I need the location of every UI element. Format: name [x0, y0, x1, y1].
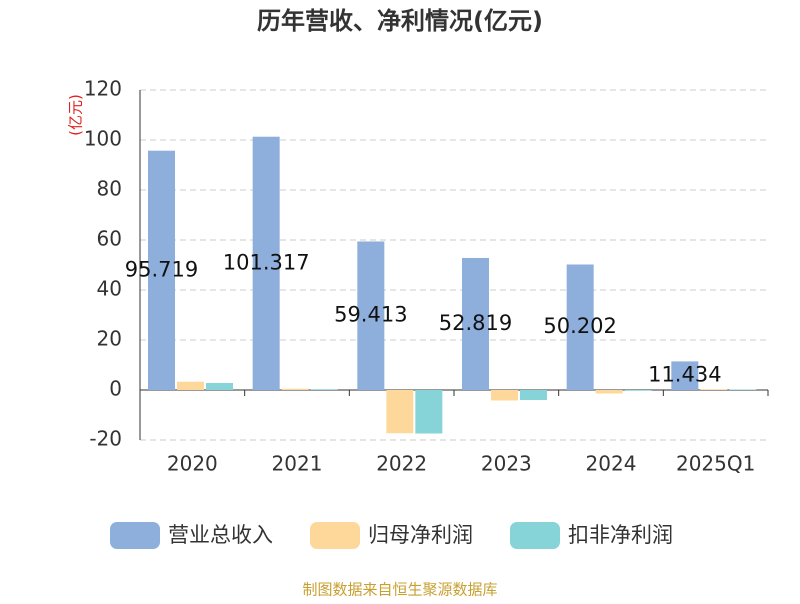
y-tick-label: 20: [97, 327, 122, 351]
bar: [729, 389, 757, 390]
bar: [520, 390, 547, 400]
value-label: 11.434: [648, 363, 721, 387]
source-note: 制图数据来自恒生聚源数据库: [302, 581, 497, 599]
y-axis-label: (亿元): [67, 94, 85, 136]
legend-label: 归母净利润: [368, 523, 473, 547]
x-tick-label: 2022: [376, 452, 427, 476]
legend-label: 营业总收入: [168, 523, 273, 547]
bar: [252, 136, 280, 390]
y-tick-label: -20: [89, 427, 122, 451]
y-tick-label: 120: [84, 77, 122, 101]
value-label: 59.413: [334, 303, 407, 327]
bar: [148, 150, 175, 390]
y-tick-label: 80: [97, 177, 122, 201]
x-tick-label: 2024: [586, 452, 637, 476]
legend-swatch: [110, 522, 160, 549]
legend-swatch: [310, 522, 360, 549]
y-tick-label: 60: [97, 227, 122, 251]
value-label: 50.202: [543, 314, 616, 338]
x-tick-label: 2025Q1: [676, 452, 755, 476]
x-tick-label: 2020: [167, 452, 218, 476]
y-tick-label: 100: [84, 127, 122, 151]
value-label: 52.819: [439, 311, 512, 335]
bar: [700, 389, 728, 390]
bar: [462, 257, 489, 390]
bar: [671, 361, 699, 390]
value-label: 95.719: [125, 257, 198, 281]
bar: [177, 381, 204, 390]
bar: [357, 241, 385, 390]
bar: [566, 264, 594, 390]
legend-label: 扣非净利润: [568, 523, 673, 547]
legend-swatch: [510, 522, 560, 549]
bar: [624, 390, 652, 391]
y-tick-label: 40: [97, 277, 122, 301]
value-label: 101.317: [223, 250, 310, 274]
x-tick-label: 2021: [272, 452, 323, 476]
chart-title: 历年营收、净利情况(亿元): [257, 7, 543, 35]
bar: [206, 383, 233, 390]
bar: [281, 388, 309, 390]
bar: [386, 390, 414, 434]
bar: [595, 390, 623, 394]
y-tick-label: 0: [109, 377, 122, 401]
bar: [491, 390, 518, 401]
bar: [415, 390, 443, 434]
bar: [310, 389, 338, 390]
x-tick-label: 2023: [481, 452, 532, 476]
